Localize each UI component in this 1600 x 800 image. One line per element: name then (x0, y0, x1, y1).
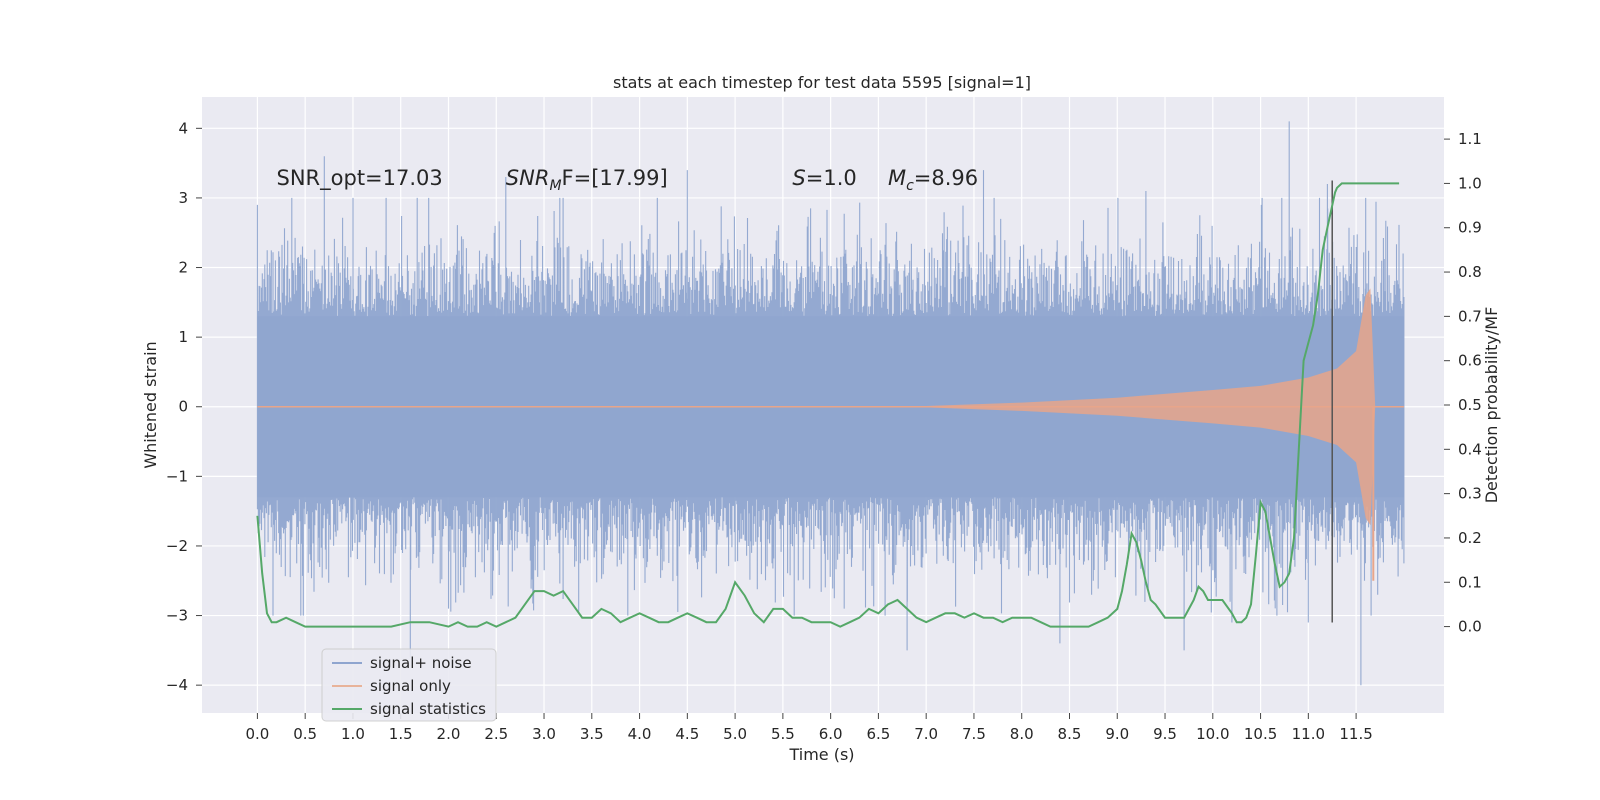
x-tick-label: 6.5 (866, 725, 890, 743)
y-axis-right-label: Detection probability/MF (1482, 307, 1501, 504)
y-right-tick-label: 1.1 (1458, 130, 1482, 148)
x-tick-label: 2.5 (484, 725, 508, 743)
legend: signal+ noise signal only signal statist… (321, 648, 497, 722)
y-right-tick-label: 0.3 (1458, 485, 1482, 503)
x-tick-label: 8.0 (1010, 725, 1034, 743)
y-right-tick-label: 0.6 (1458, 352, 1482, 370)
annotation-text: S=1.0 (792, 166, 856, 190)
y-left-tick-label: 4 (178, 119, 188, 137)
legend-label-stats: signal statistics (370, 700, 486, 718)
y-left-tick-label: −1 (166, 467, 188, 485)
x-axis-label: Time (s) (788, 745, 854, 764)
x-tick-label: 10.0 (1196, 725, 1229, 743)
x-tick-label: 10.5 (1244, 725, 1277, 743)
x-tick-label: 1.5 (389, 725, 413, 743)
y-right-tick-label: 0.7 (1458, 307, 1482, 325)
chart-title: stats at each timestep for test data 559… (613, 73, 1031, 92)
x-tick-label: 9.0 (1105, 725, 1129, 743)
y-right-tick-label: 1.0 (1458, 174, 1482, 192)
signal-statistics-series (256, 182, 1400, 628)
x-tick-label: 11.5 (1339, 725, 1372, 743)
x-tick-label: 5.0 (723, 725, 747, 743)
y-axis-left-ticks: 4 3 2 1 0 −1 −2 −3 −4 (166, 119, 202, 694)
annotation-text: SNR_opt=17.03 (277, 166, 443, 191)
y-right-tick-label: 0.9 (1458, 219, 1482, 237)
y-left-tick-label: 1 (178, 328, 188, 346)
x-tick-label: 7.5 (962, 725, 986, 743)
annotations: SNR_opt=17.03 SNRMF=[17.99] S=1.0 Mc=8.96 (277, 166, 979, 194)
x-tick-label: 4.5 (675, 725, 699, 743)
y-right-tick-label: 0.1 (1458, 573, 1482, 591)
x-tick-label: 5.5 (771, 725, 795, 743)
y-right-tick-label: 0.5 (1458, 396, 1482, 414)
y-left-tick-label: −4 (166, 676, 188, 694)
x-tick-label: 4.0 (628, 725, 652, 743)
x-axis-ticks: 0.0 0.5 1.0 1.5 2.0 2.5 3.0 3.5 4.0 4.5 5.0 5.5 6.0 6… (245, 713, 1373, 743)
x-tick-label: 11.0 (1292, 725, 1325, 743)
annotation-text: SNRMF=[17.99] (506, 166, 668, 194)
x-tick-label: 9.5 (1153, 725, 1177, 743)
statistics-line (256, 182, 1400, 628)
y-left-tick-label: −2 (166, 537, 188, 555)
y-left-tick-label: −3 (166, 607, 188, 625)
legend-label-noise: signal+ noise (370, 654, 472, 672)
signal-only-series (257, 288, 1404, 581)
legend-box (321, 648, 497, 722)
annotation-text: Mc=8.96 (888, 166, 978, 194)
x-tick-label: 8.5 (1058, 725, 1082, 743)
y-left-tick-label: 0 (178, 398, 188, 416)
legend-label-signal: signal only (370, 677, 451, 695)
y-left-tick-label: 2 (178, 259, 188, 277)
y-left-tick-label: 3 (178, 189, 188, 207)
x-tick-label: 0.5 (293, 725, 317, 743)
x-tick-label: 6.0 (819, 725, 843, 743)
x-tick-label: 2.0 (437, 725, 461, 743)
y-right-tick-label: 0.8 (1458, 263, 1482, 281)
y-axis-left-label: Whitened strain (141, 341, 160, 468)
x-tick-label: 3.5 (580, 725, 604, 743)
x-tick-label: 3.0 (532, 725, 556, 743)
y-axis-right-ticks: 1.1 1.0 0.9 0.8 0.7 0.6 0.5 0.4 0.3 0.2 0.1 0.0 (1444, 130, 1482, 636)
x-tick-label: 1.0 (341, 725, 365, 743)
x-tick-label: 0.0 (245, 725, 269, 743)
x-tick-label: 7.0 (914, 725, 938, 743)
y-right-tick-label: 0.4 (1458, 440, 1482, 458)
y-right-tick-label: 0.0 (1458, 618, 1482, 636)
y-right-tick-label: 0.2 (1458, 529, 1482, 547)
